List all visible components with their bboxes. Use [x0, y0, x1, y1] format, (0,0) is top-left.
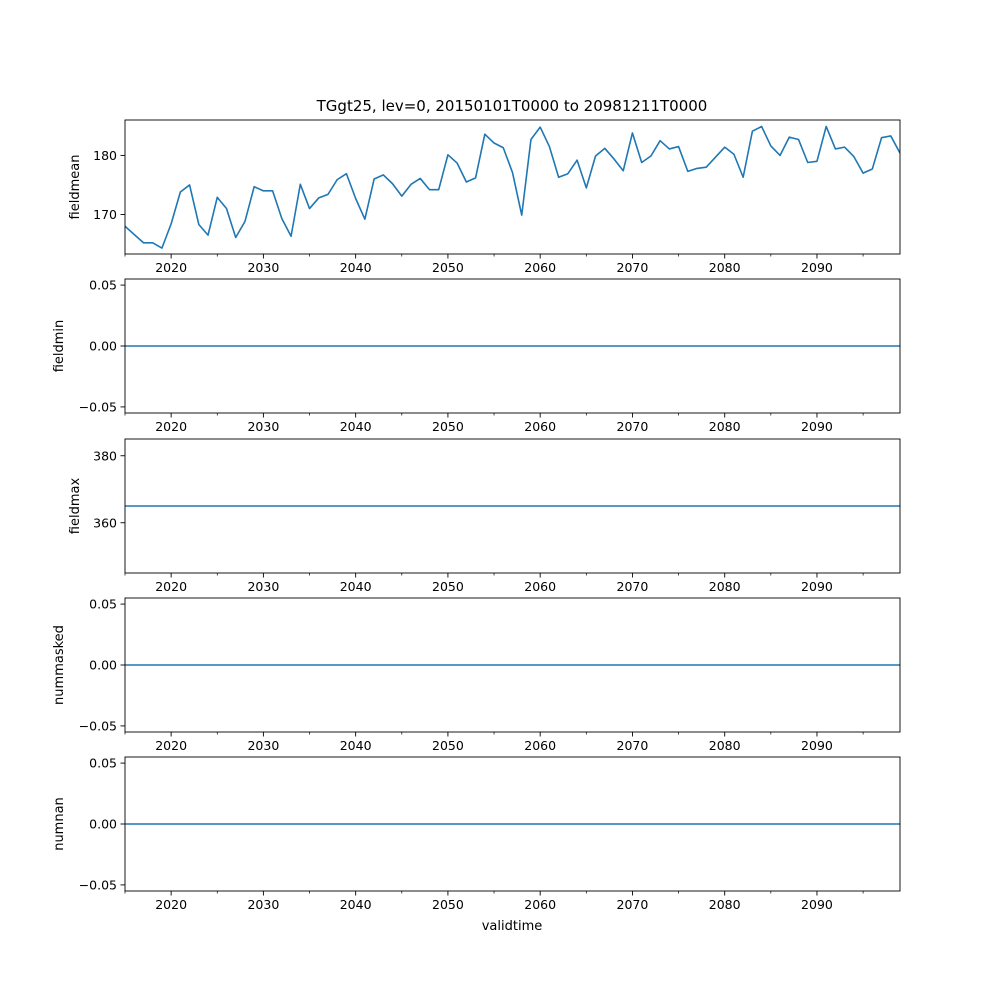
x-tick-label: 2050	[432, 897, 464, 912]
y-tick-label: 360	[93, 515, 117, 530]
x-tick-label: 2030	[247, 260, 279, 275]
x-tick-label: 2060	[524, 897, 556, 912]
x-tick-label: 2080	[709, 897, 741, 912]
y-axis-label-nummasked: nummasked	[52, 625, 67, 705]
subplot-panels: 2020 2030 2040 2050 2060 2070 2080 2090 170 180 fi…	[52, 119, 901, 912]
fieldmean-axes-frame	[124, 119, 901, 255]
x-tick-label: 2020	[155, 738, 187, 753]
x-tick-label: 2090	[801, 738, 833, 753]
y-tick-label: 380	[93, 448, 117, 463]
x-tick-label: 2090	[801, 897, 833, 912]
y-tick-label: −0.05	[79, 877, 117, 892]
subplot-nummasked: 2020 2030 2040 2050 2060 2070 2080 2090 0.05 0.00…	[52, 597, 901, 753]
x-tick-label: 2040	[340, 897, 372, 912]
x-tick-label: 2070	[617, 419, 649, 434]
x-tick-label: 2080	[709, 579, 741, 594]
x-tick-label: 2020	[155, 579, 187, 594]
x-tick-label: 2040	[340, 419, 372, 434]
subplot-numnan: 2020 2030 2040 2050 2060 2070 2080 2090 0.05 0.00…	[52, 756, 901, 912]
y-axis-label-numnan: numnan	[52, 797, 67, 851]
fieldmean-series-line	[125, 125, 900, 249]
x-tick-label: 2050	[432, 419, 464, 434]
subplot-fieldmean: 2020 2030 2040 2050 2060 2070 2080 2090 170 180 fi…	[68, 119, 901, 275]
x-tick-label: 2060	[524, 260, 556, 275]
x-tick-label: 2050	[432, 738, 464, 753]
y-axis-label-fieldmin: fieldmin	[52, 320, 67, 373]
x-tick-label: 2020	[155, 260, 187, 275]
y-tick-label: −0.05	[79, 718, 117, 733]
x-tick-label: 2040	[340, 260, 372, 275]
x-tick-label: 2020	[155, 897, 187, 912]
x-tick-label: 2090	[801, 260, 833, 275]
figure-title: TGgt25, lev=0, 20150101T0000 to 20981211…	[316, 97, 708, 115]
x-tick-label: 2040	[340, 579, 372, 594]
y-tick-label: −0.05	[79, 399, 117, 414]
x-tick-label: 2050	[432, 579, 464, 594]
x-tick-label: 2070	[617, 738, 649, 753]
x-tick-label: 2020	[155, 419, 187, 434]
x-tick-label: 2090	[801, 419, 833, 434]
x-tick-label: 2080	[709, 419, 741, 434]
x-tick-label: 2040	[340, 738, 372, 753]
x-tick-label: 2030	[247, 419, 279, 434]
y-tick-label: 170	[93, 207, 117, 222]
y-tick-label: 0.05	[89, 756, 117, 771]
x-tick-label: 2060	[524, 738, 556, 753]
x-tick-label: 2070	[617, 260, 649, 275]
y-tick-label: 0.05	[89, 597, 117, 612]
x-tick-label: 2080	[709, 738, 741, 753]
x-tick-label: 2030	[247, 579, 279, 594]
y-tick-label: 0.00	[89, 658, 117, 673]
x-tick-label: 2070	[617, 579, 649, 594]
y-axis-label-fieldmax: fieldmax	[68, 478, 83, 535]
x-tick-label: 2070	[617, 897, 649, 912]
x-axis-label: validtime	[482, 919, 543, 934]
y-axis-label-fieldmean: fieldmean	[68, 155, 83, 220]
subplot-fieldmax: 2020 2030 2040 2050 2060 2070 2080 2090 380 360 fi…	[68, 438, 901, 594]
x-tick-label: 2080	[709, 260, 741, 275]
x-tick-label: 2050	[432, 260, 464, 275]
y-tick-label: 0.00	[89, 817, 117, 832]
x-tick-label: 2030	[247, 738, 279, 753]
y-tick-label: 0.00	[89, 339, 117, 354]
fieldmax-axes-frame	[124, 438, 901, 574]
x-tick-label: 2060	[524, 579, 556, 594]
subplot-fieldmin: 2020 2030 2040 2050 2060 2070 2080 2090 0.05 0.00…	[52, 278, 901, 434]
x-tick-label: 2030	[247, 897, 279, 912]
y-tick-label: 180	[93, 148, 117, 163]
x-tick-label: 2060	[524, 419, 556, 434]
x-tick-label: 2090	[801, 579, 833, 594]
y-tick-label: 0.05	[89, 278, 117, 293]
